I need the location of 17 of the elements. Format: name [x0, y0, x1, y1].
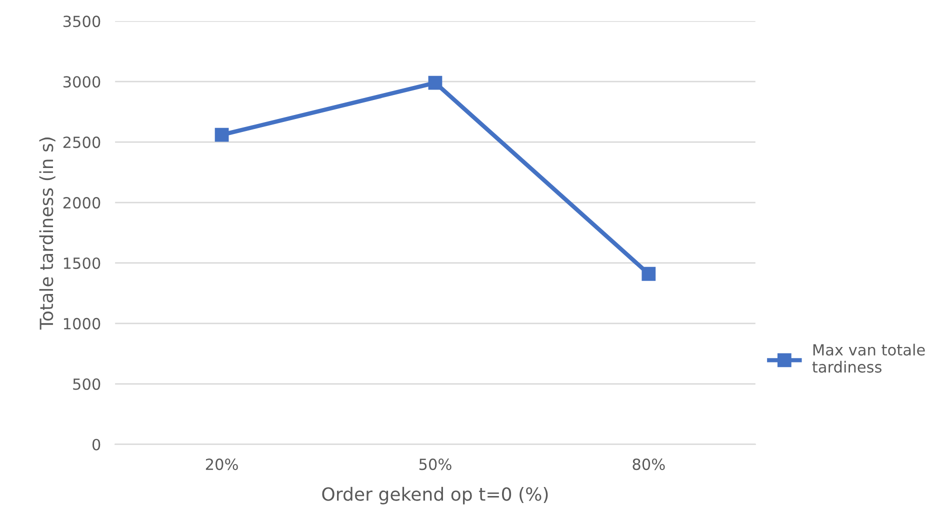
y-axis-title: Totale tardiness (in s)	[39, 138, 56, 330]
y-tick-label: 2500	[63, 136, 100, 148]
point	[642, 266, 656, 281]
x-axis-title: Order gekend op t=0 (%)	[322, 486, 548, 504]
x-tick-label: 20%	[206, 458, 238, 470]
y-tick-label: 2000	[63, 196, 100, 209]
y-tick-label: 500	[73, 378, 100, 390]
legend-label: Max van totale tardiness	[812, 344, 925, 373]
y-tick-label: 1500	[64, 257, 100, 270]
y-tick-label: 1000	[64, 318, 100, 330]
y-tick-label: 3500	[63, 16, 100, 28]
x-tick-label: 50%	[419, 458, 452, 470]
point	[214, 128, 229, 142]
y-tick-label: 3000	[63, 76, 100, 88]
point	[428, 76, 442, 90]
y-tick-label: 0	[92, 438, 100, 450]
x-tick-label: 80%	[632, 458, 665, 470]
